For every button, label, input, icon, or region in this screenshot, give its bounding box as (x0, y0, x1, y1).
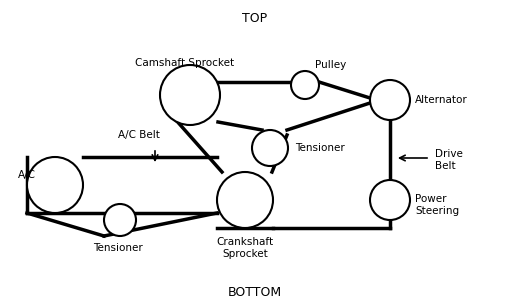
Text: BOTTOM: BOTTOM (228, 286, 282, 299)
Text: Crankshaft
Sprocket: Crankshaft Sprocket (217, 237, 273, 259)
Text: Alternator: Alternator (415, 95, 468, 105)
Text: Tensioner: Tensioner (93, 243, 143, 253)
Circle shape (27, 157, 83, 213)
Text: Pulley: Pulley (315, 60, 346, 70)
Text: TOP: TOP (242, 11, 268, 25)
Circle shape (104, 204, 136, 236)
Circle shape (370, 180, 410, 220)
Text: A/C: A/C (18, 170, 36, 180)
Text: Camshaft Sprocket: Camshaft Sprocket (135, 58, 235, 68)
Circle shape (291, 71, 319, 99)
Text: A/C Belt: A/C Belt (118, 130, 160, 140)
Text: Tensioner: Tensioner (295, 143, 345, 153)
Circle shape (370, 80, 410, 120)
Circle shape (160, 65, 220, 125)
Text: Drive
Belt: Drive Belt (435, 149, 463, 171)
Text: Power
Steering: Power Steering (415, 194, 459, 216)
Circle shape (217, 172, 273, 228)
Circle shape (252, 130, 288, 166)
